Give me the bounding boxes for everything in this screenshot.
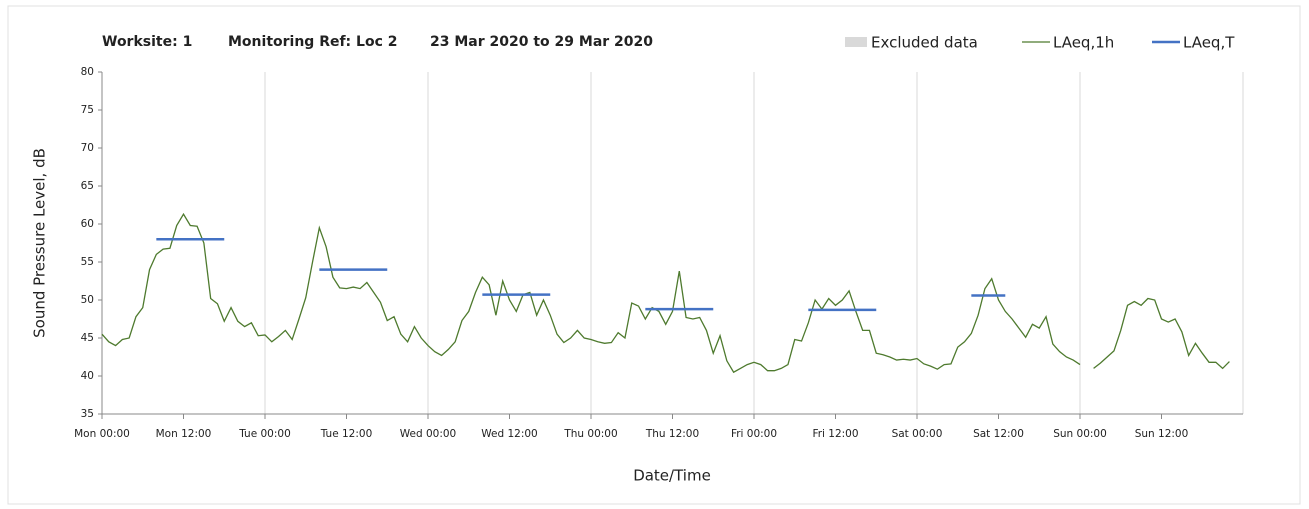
x-tick-label: Mon 00:00	[74, 428, 130, 440]
legend-label: Excluded data	[871, 34, 978, 52]
y-tick-label: 70	[81, 142, 94, 154]
x-tick-label: Thu 00:00	[563, 428, 617, 440]
x-tick-label: Mon 12:00	[156, 428, 212, 440]
y-tick-label: 40	[81, 370, 94, 382]
legend-swatch	[845, 37, 867, 47]
x-tick-label: Fri 00:00	[731, 428, 777, 440]
y-tick-label: 75	[81, 104, 94, 116]
y-tick-label: 35	[81, 408, 94, 420]
title-worksite: Worksite: 1	[102, 34, 192, 50]
x-tick-label: Sat 00:00	[892, 428, 943, 440]
x-tick-label: Wed 12:00	[481, 428, 538, 440]
x-tick-label: Tue 12:00	[320, 428, 373, 440]
x-tick-label: Sat 12:00	[973, 428, 1024, 440]
y-tick-label: 55	[81, 256, 94, 268]
legend-label: LAeq,1h	[1053, 34, 1114, 52]
x-tick-label: Fri 12:00	[812, 428, 858, 440]
y-tick-label: 45	[81, 332, 94, 344]
y-axis-label: Sound Pressure Level, dB	[31, 148, 49, 338]
y-tick-label: 65	[81, 180, 94, 192]
title-ref: Monitoring Ref: Loc 2	[228, 34, 397, 50]
x-tick-label: Thu 12:00	[645, 428, 699, 440]
legend-label: LAeq,T	[1183, 34, 1235, 52]
y-tick-label: 80	[81, 66, 94, 78]
x-tick-label: Wed 00:00	[400, 428, 457, 440]
series-line	[1093, 297, 1230, 370]
x-axis-label: Date/Time	[633, 467, 711, 485]
y-tick-label: 60	[81, 218, 94, 230]
series-line	[101, 212, 1081, 374]
x-tick-label: Sun 00:00	[1053, 428, 1107, 440]
y-tick-label: 50	[81, 294, 94, 306]
x-tick-label: Tue 00:00	[238, 428, 291, 440]
chart-frame	[7, 5, 1301, 505]
title-dates: 23 Mar 2020 to 29 Mar 2020	[430, 34, 653, 50]
x-tick-label: Sun 12:00	[1135, 428, 1189, 440]
